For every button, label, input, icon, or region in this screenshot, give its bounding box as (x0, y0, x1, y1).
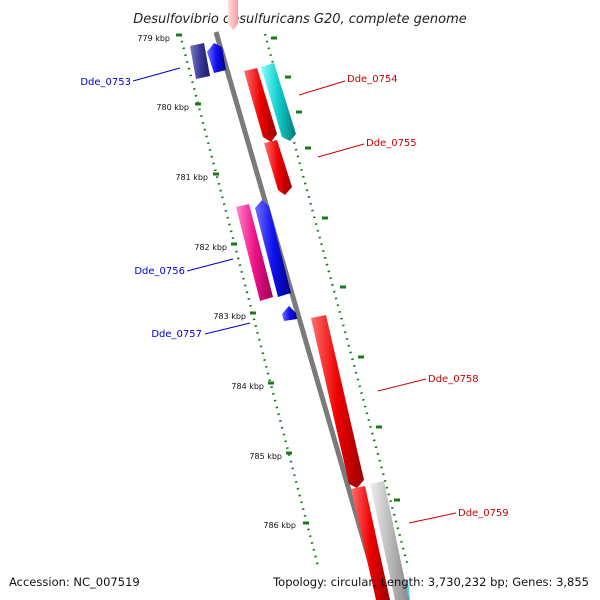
tick-label-782: 782 kbp (194, 243, 227, 252)
tick-labels: 779 kbp 780 kbp 781 kbp 782 kbp 783 kbp … (137, 34, 296, 530)
leader-lines-plus (298, 80, 457, 524)
gene-0756-feature-blue[interactable] (255, 200, 291, 297)
genome-backbone (213, 31, 384, 600)
gene-Dde_0757[interactable] (282, 306, 297, 321)
gene-label-Dde_0759[interactable]: Dde_0759 (458, 508, 509, 519)
gene-0757-feature[interactable] (282, 306, 297, 321)
gene-label-Dde_0755[interactable]: Dde_0755 (366, 138, 417, 149)
gene-Dde_0758[interactable] (311, 315, 364, 488)
tick-label-784: 784 kbp (231, 382, 264, 391)
tick-label-781: 781 kbp (175, 173, 208, 182)
gene-label-Dde_0757[interactable]: Dde_0757 (151, 329, 202, 340)
gene-Dde_0754[interactable] (244, 63, 296, 142)
gene-label-Dde_0758[interactable]: Dde_0758 (428, 374, 479, 385)
gene-0755-feature[interactable] (264, 140, 292, 195)
gene-0756-feature-magenta[interactable] (236, 204, 273, 301)
gene-0754-feature-red[interactable] (244, 68, 277, 142)
gene-Dde_0759[interactable] (351, 481, 409, 600)
leader-lines-minus (132, 67, 251, 335)
major-tick-marks (176, 33, 400, 525)
genome-title: Desulfovibrio desulfuricans G20, complet… (133, 12, 467, 27)
gene-0753-feature-b[interactable] (207, 43, 226, 73)
gene-Dde_0753[interactable] (190, 43, 226, 79)
genome-summary-text: Topology: circular; Length: 3,730,232 bp… (272, 575, 589, 589)
tick-ring-inner (178, 33, 320, 567)
gene-label-Dde_0756[interactable]: Dde_0756 (134, 266, 185, 277)
edge-feature-top (228, 0, 238, 30)
gene-Dde_0756[interactable] (236, 200, 291, 301)
tick-label-779: 779 kbp (137, 34, 170, 43)
tick-label-783: 783 kbp (213, 312, 246, 321)
gene-0759-feature-gray[interactable] (370, 481, 409, 600)
gene-label-Dde_0753[interactable]: Dde_0753 (80, 77, 131, 88)
gene-label-Dde_0754[interactable]: Dde_0754 (347, 74, 398, 85)
gene-0758-feature[interactable] (311, 315, 364, 488)
gene-labels: Dde_0753 Dde_0754 Dde_0755 Dde_0756 Dde_… (80, 74, 508, 519)
tick-label-786: 786 kbp (263, 521, 296, 530)
tick-label-780: 780 kbp (156, 103, 189, 112)
gene-0753-feature-a[interactable] (190, 43, 210, 79)
accession-text: Accession: NC_007519 (9, 575, 140, 589)
gene-Dde_0755[interactable] (264, 140, 292, 195)
gene-0759-feature-red[interactable] (351, 486, 390, 600)
gene-0754-feature-cyan[interactable] (261, 63, 296, 141)
tick-label-785: 785 kbp (249, 452, 282, 461)
